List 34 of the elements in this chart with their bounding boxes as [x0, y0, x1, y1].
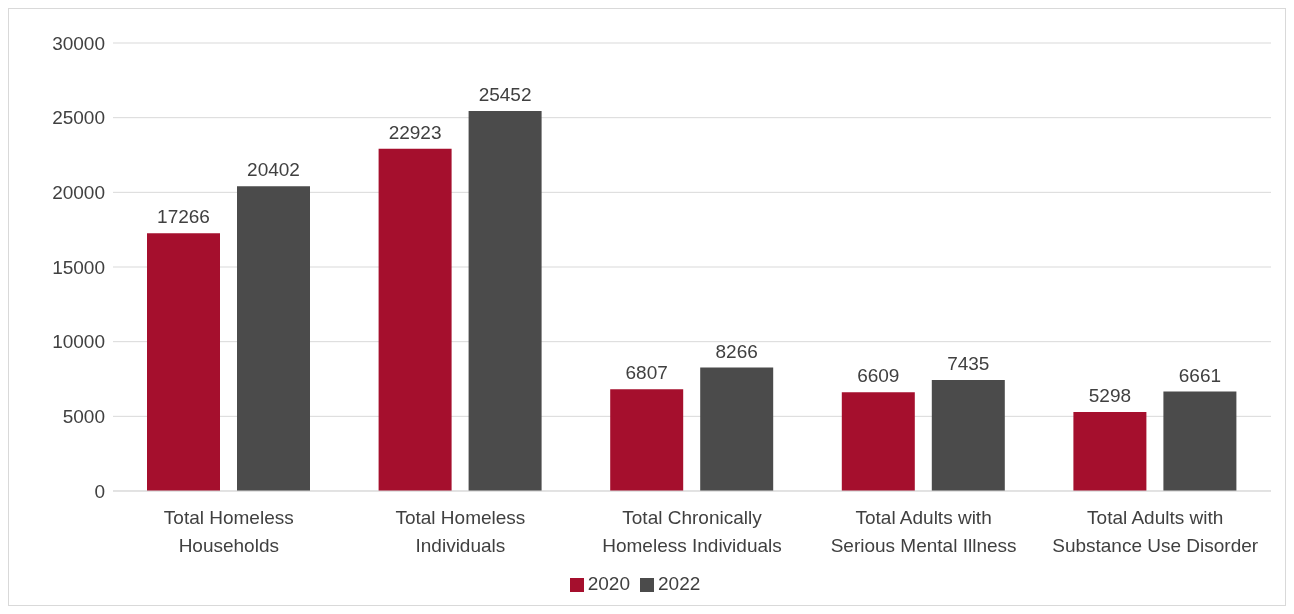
legend-label: 2020 [587, 573, 630, 594]
data-label: 17266 [157, 206, 210, 228]
data-label: 6661 [1178, 364, 1222, 386]
x-tick-label: Total Homeless Individuals [395, 507, 526, 556]
bar [700, 367, 774, 491]
bar [147, 233, 220, 491]
x-tick-label: Total Homeless Households [163, 507, 294, 556]
data-label: 6807 [625, 362, 668, 384]
x-tick-label: Total Adults with Substance Use Disorder [1052, 507, 1259, 556]
y-tick-label: 0 [94, 480, 105, 502]
data-label: 8266 [715, 340, 758, 362]
data-label: 7435 [947, 352, 990, 374]
x-tick-label: Total Chronically Homeless Individuals [602, 507, 782, 556]
bar [237, 186, 310, 491]
bar [378, 148, 452, 491]
data-label: 22923 [388, 121, 442, 143]
bar [931, 379, 1005, 491]
bar [841, 392, 915, 491]
y-tick-label: 20000 [52, 182, 105, 204]
x-tick-label: Total Adults with Serious Mental Illness [830, 507, 1017, 556]
bar [610, 389, 684, 491]
y-tick-label: 15000 [52, 256, 105, 278]
bar [1073, 411, 1147, 491]
data-label: 25452 [478, 83, 532, 105]
data-label: 5298 [1088, 384, 1132, 406]
y-tick-label: 30000 [52, 32, 105, 54]
legend-label: 2022 [658, 573, 701, 594]
bar [1163, 391, 1237, 491]
bar [468, 110, 542, 491]
y-tick-label: 5000 [62, 406, 105, 428]
data-label: 20402 [247, 159, 300, 181]
data-label: 6609 [857, 365, 900, 387]
y-tick-label: 25000 [52, 107, 105, 129]
y-tick-label: 10000 [52, 331, 105, 353]
